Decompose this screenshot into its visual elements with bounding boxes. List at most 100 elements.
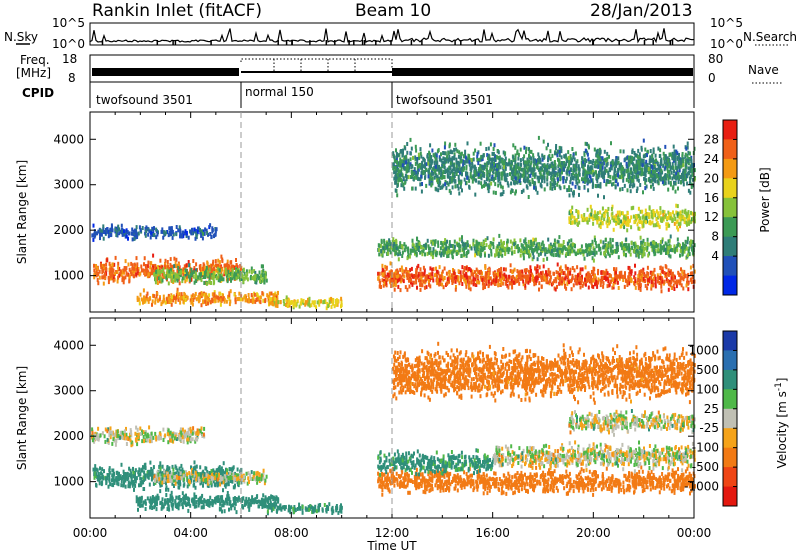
range-gate-cell (581, 177, 583, 182)
range-gate-cell (439, 175, 442, 180)
range-gate-cell (519, 166, 522, 171)
range-gate-cell (639, 235, 642, 240)
range-gate-cell (498, 177, 501, 182)
range-gate-cell (574, 251, 577, 256)
range-gate-cell (474, 178, 477, 183)
range-gate-cell (386, 247, 389, 252)
range-gate-cell (549, 275, 552, 280)
range-gate-cell (451, 281, 454, 285)
range-gate-cell (251, 276, 254, 281)
range-gate-cell (438, 274, 441, 279)
range-gate-cell (390, 242, 392, 247)
range-gate-cell (445, 271, 448, 276)
range-gate-cell (421, 160, 424, 165)
range-gate-cell (678, 165, 681, 170)
range-gate-cell (453, 244, 456, 249)
range-gate-cell (506, 243, 509, 248)
range-gate-cell (212, 259, 215, 264)
range-gate-cell (161, 272, 164, 277)
range-gate-cell (570, 161, 573, 165)
range-gate-cell (205, 268, 208, 273)
freq-label-2: [MHz] (16, 66, 51, 80)
range-gate-cell (521, 269, 524, 274)
range-gate-cell (428, 171, 431, 176)
range-gate-cell (606, 284, 609, 289)
range-gate-cell (582, 252, 585, 257)
range-gate-cell (583, 179, 586, 184)
range-gate-cell (676, 243, 679, 248)
range-gate-cell (494, 253, 496, 258)
range-gate-cell (458, 237, 461, 242)
range-gate-cell (465, 272, 468, 276)
range-gate-cell (404, 180, 407, 185)
range-gate-cell (476, 280, 479, 285)
range-gate-cell (131, 266, 134, 271)
range-gate-cell (474, 270, 476, 275)
range-gate-cell (648, 168, 651, 173)
range-gate-cell (285, 295, 288, 300)
range-gate-cell (238, 291, 241, 296)
range-gate-cell (472, 272, 475, 277)
range-gate-cell (435, 187, 438, 192)
range-gate-cell (663, 160, 666, 164)
range-gate-cell (492, 278, 495, 283)
range-gate-cell (631, 150, 634, 155)
range-gate-cell (525, 250, 528, 255)
range-gate-cell (508, 161, 511, 166)
range-gate-cell (466, 268, 469, 273)
range-gate-cell (486, 236, 489, 241)
range-gate-cell (480, 269, 482, 274)
range-gate-cell (590, 170, 593, 175)
range-gate-cell (527, 280, 530, 285)
range-gate-cell (606, 246, 609, 251)
range-gate-cell (656, 179, 659, 184)
range-gate-cell (420, 271, 423, 276)
range-gate-cell (575, 160, 578, 165)
range-gate-cell (523, 268, 526, 273)
range-gate-cell (187, 274, 190, 279)
range-gate-cell (585, 249, 587, 253)
range-gate-cell (508, 247, 510, 252)
range-gate-cell (657, 146, 660, 151)
range-gate-cell (262, 277, 265, 282)
range-gate-cell (524, 173, 527, 178)
range-gate-cell (673, 149, 676, 154)
range-gate-cell (679, 281, 682, 286)
range-gate-cell (451, 185, 454, 190)
range-gate-cell (389, 278, 392, 283)
range-gate-cell (255, 278, 258, 283)
range-gate-cell (205, 295, 208, 300)
range-gate-cell (393, 279, 396, 284)
range-gate-cell (693, 168, 696, 173)
range-gate-cell (595, 159, 598, 164)
range-gate-cell (550, 252, 553, 257)
range-gate-cell (447, 168, 450, 173)
range-gate-cell (434, 168, 437, 173)
range-gate-cell (180, 294, 183, 299)
range-gate-cell (444, 179, 447, 184)
range-gate-cell (416, 275, 419, 280)
range-gate-cell (438, 281, 441, 286)
range-gate-cell (470, 175, 473, 180)
range-gate-cell (527, 239, 530, 244)
range-gate-cell (566, 247, 569, 252)
range-gate-cell (682, 286, 685, 291)
range-gate-cell (417, 176, 419, 181)
range-gate-cell (225, 273, 228, 278)
range-gate-cell (551, 153, 554, 158)
range-gate-cell (559, 186, 562, 191)
range-gate-cell (599, 165, 602, 170)
range-gate-cell (613, 172, 616, 177)
range-gate-cell (441, 269, 444, 274)
range-gate-cell (380, 285, 382, 289)
range-gate-cell (445, 246, 448, 251)
range-gate-cell (631, 175, 634, 180)
range-gate-cell (625, 177, 628, 182)
range-gate-cell (576, 173, 579, 178)
range-gate-cell (178, 292, 181, 297)
range-gate-cell (640, 249, 643, 254)
range-gate-cell (510, 160, 513, 165)
range-gate-cell (670, 280, 673, 284)
range-gate-cell (393, 176, 396, 181)
range-gate-cell (605, 182, 608, 187)
